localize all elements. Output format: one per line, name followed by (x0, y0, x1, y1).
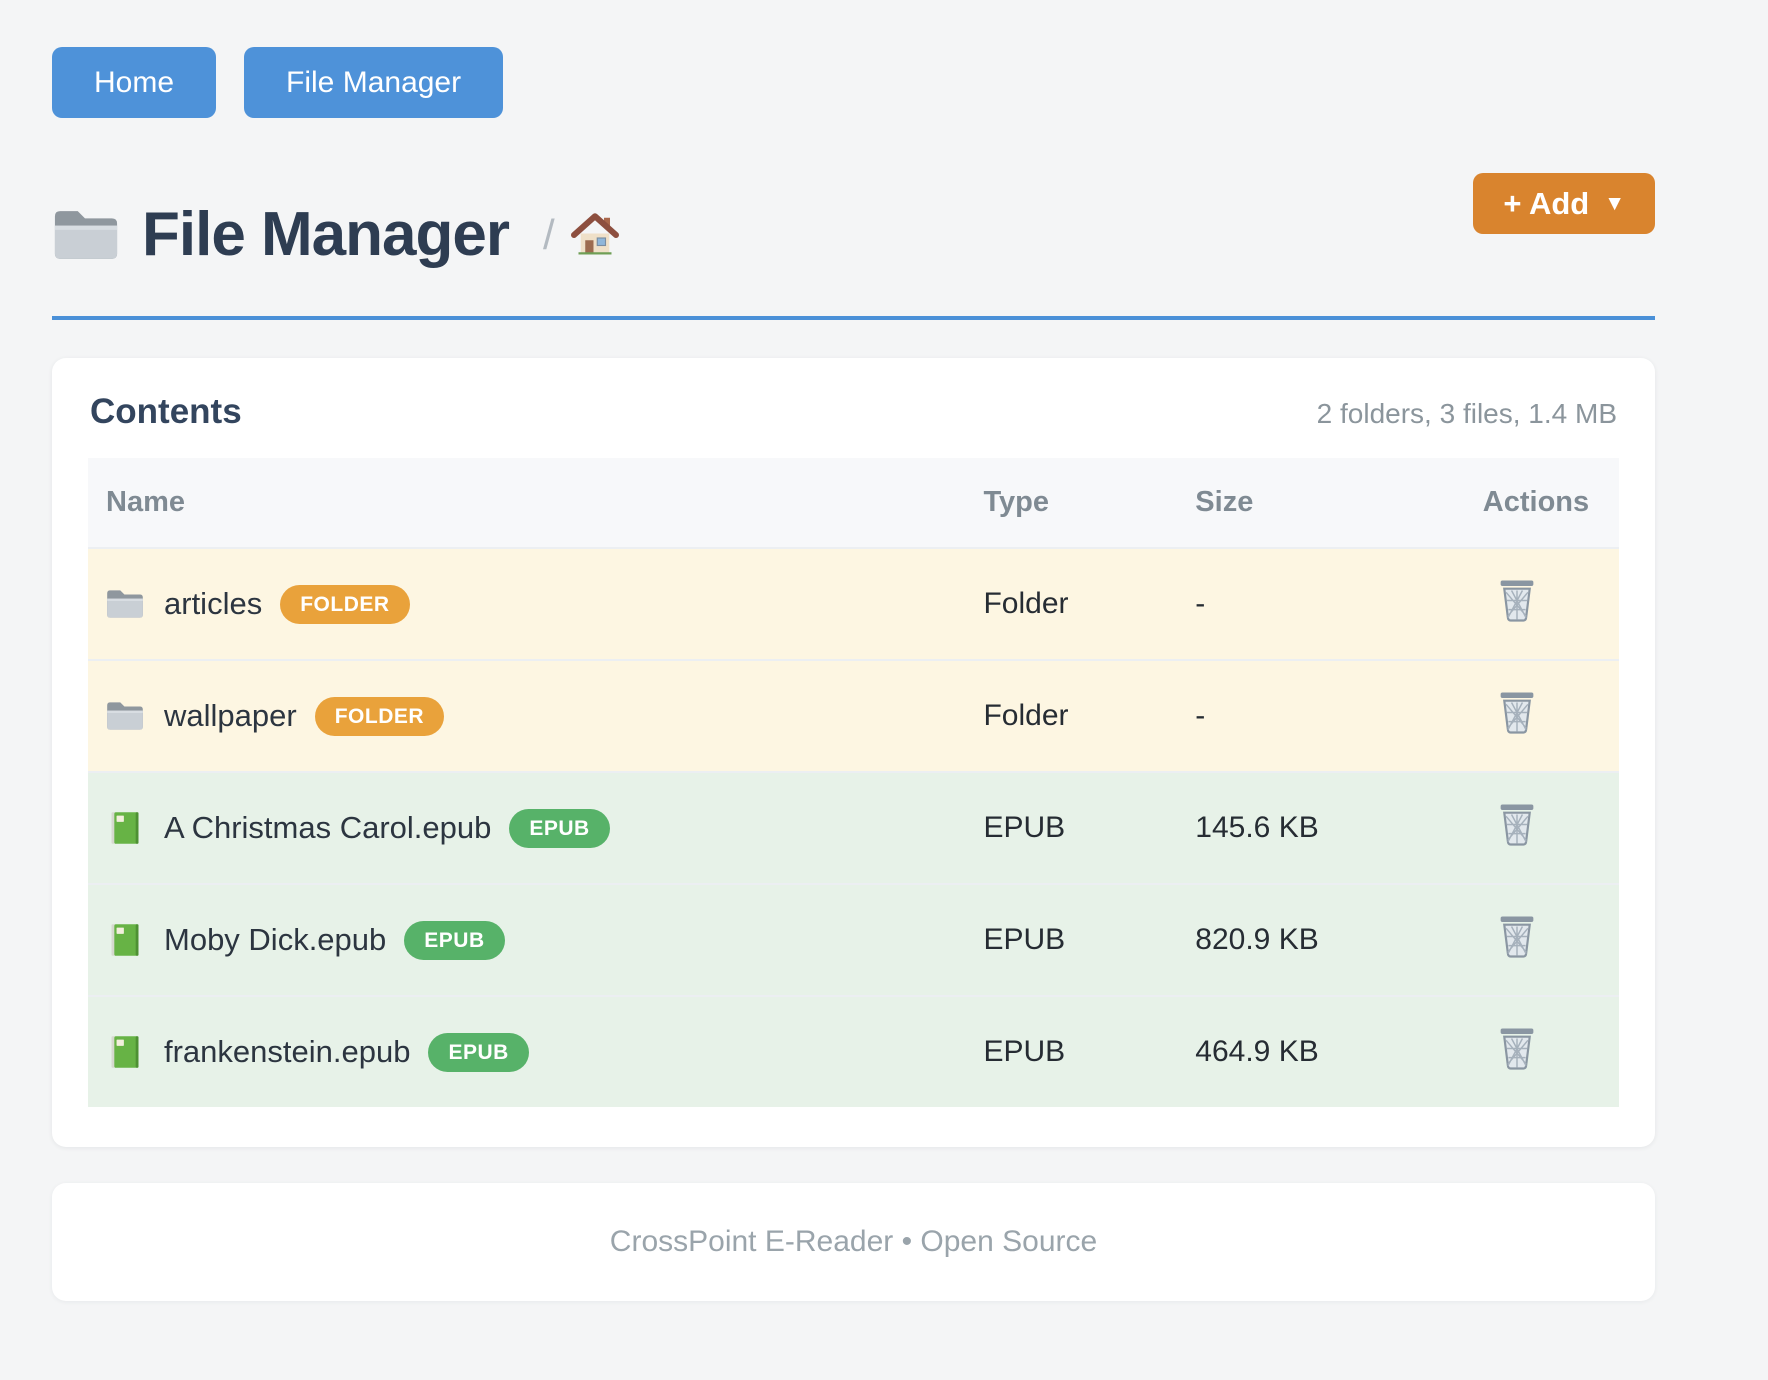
delete-button[interactable] (1483, 690, 1537, 738)
title-divider (52, 316, 1655, 320)
table-row[interactable]: Moby Dick.epub EPUB EPUB 820.9 KB (88, 884, 1619, 996)
folder-icon (106, 698, 144, 734)
type-badge: EPUB (428, 1032, 529, 1072)
column-header-actions: Actions (1482, 458, 1619, 548)
file-name[interactable]: Moby Dick.epub (164, 922, 387, 957)
size-cell: - (1195, 587, 1206, 620)
delete-button[interactable] (1483, 1026, 1537, 1074)
delete-button[interactable] (1483, 802, 1537, 850)
type-cell: Folder (983, 587, 1069, 620)
table-header-row: Name Type Size Actions (88, 458, 1619, 548)
book-icon (106, 922, 144, 958)
table-row[interactable]: articles FOLDER Folder - (88, 548, 1619, 660)
file-name[interactable]: frankenstein.epub (164, 1034, 411, 1069)
page-header: File Manager / + Add ▼ (52, 173, 1655, 270)
caret-down-icon: ▼ (1604, 192, 1625, 215)
house-icon[interactable] (570, 211, 619, 259)
nav-file-manager-button[interactable]: File Manager (244, 47, 504, 118)
top-nav: Home File Manager (52, 47, 1655, 118)
table-row[interactable]: A Christmas Carol.epub EPUB EPUB 145.6 K… (88, 772, 1619, 884)
footer: CrossPoint E-Reader • Open Source (52, 1183, 1655, 1301)
column-header-size: Size (1195, 458, 1483, 548)
folder-icon (106, 586, 144, 622)
files-table: Name Type Size Actions (88, 458, 1619, 1107)
breadcrumb-separator: / (543, 210, 555, 258)
type-badge: EPUB (404, 920, 505, 960)
add-button-label: + Add (1503, 185, 1590, 221)
column-header-name: Name (88, 458, 984, 548)
type-badge: EPUB (509, 808, 610, 848)
type-badge: FOLDER (280, 584, 410, 624)
column-header-type: Type (983, 458, 1196, 548)
type-cell: Folder (983, 699, 1069, 732)
size-cell: 820.9 KB (1195, 923, 1319, 956)
type-cell: EPUB (983, 923, 1066, 956)
file-name[interactable]: wallpaper (164, 698, 297, 733)
card-header: Contents 2 folders, 3 files, 1.4 MB (90, 392, 1617, 432)
book-icon (106, 810, 144, 846)
trash-icon (1497, 802, 1537, 850)
trash-icon (1497, 578, 1537, 626)
type-badge: FOLDER (314, 696, 445, 736)
type-cell: EPUB (983, 811, 1066, 844)
delete-button[interactable] (1483, 578, 1537, 626)
add-button[interactable]: + Add ▼ (1473, 173, 1655, 234)
trash-icon (1497, 914, 1537, 962)
title-wrap: File Manager / (52, 199, 619, 270)
page-title: File Manager (142, 200, 510, 269)
contents-title: Contents (90, 392, 242, 431)
table-row[interactable]: wallpaper FOLDER Folder - (88, 660, 1619, 772)
contents-summary: 2 folders, 3 files, 1.4 MB (1316, 398, 1617, 429)
delete-button[interactable] (1483, 914, 1537, 962)
contents-card: Contents 2 folders, 3 files, 1.4 MB Name… (52, 358, 1655, 1147)
size-cell: 145.6 KB (1195, 811, 1319, 844)
trash-icon (1497, 690, 1537, 738)
type-cell: EPUB (983, 1035, 1066, 1068)
trash-icon (1497, 1026, 1537, 1074)
file-name[interactable]: articles (164, 586, 263, 621)
table-row[interactable]: frankenstein.epub EPUB EPUB 464.9 KB (88, 996, 1619, 1107)
size-cell: 464.9 KB (1195, 1035, 1319, 1068)
footer-text: CrossPoint E-Reader • Open Source (609, 1225, 1098, 1258)
nav-home-button[interactable]: Home (52, 47, 217, 118)
book-icon (106, 1034, 144, 1070)
folder-icon (52, 206, 120, 264)
file-name[interactable]: A Christmas Carol.epub (164, 810, 492, 845)
size-cell: - (1195, 699, 1206, 732)
page: Home File Manager File Manager / (52, 47, 1655, 1301)
